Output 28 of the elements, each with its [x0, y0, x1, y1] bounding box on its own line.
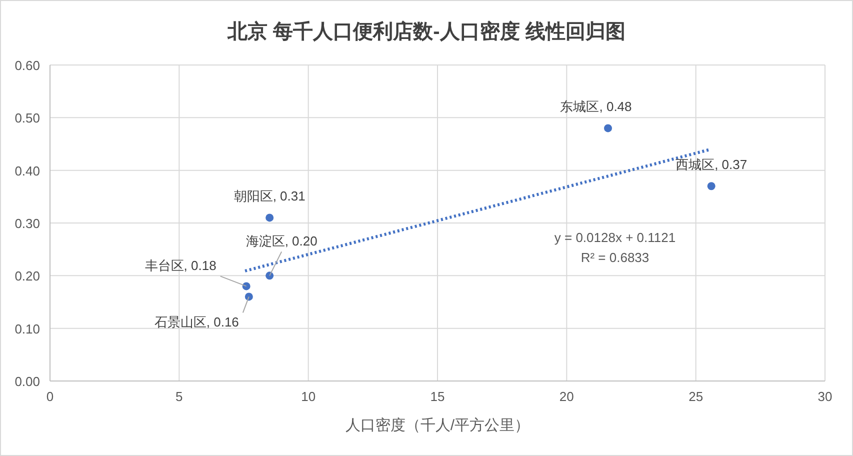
y-tick-label: 0.50: [14, 110, 40, 126]
annotation: 朝阳区, 0.31: [234, 188, 306, 204]
y-tick-label: 0.30: [14, 216, 40, 231]
annotation: 海淀区, 0.20: [246, 234, 318, 249]
annotation: R² = 0.6833: [580, 250, 650, 265]
x-tick-label: 20: [559, 389, 574, 404]
annotation: 石景山区, 0.16: [154, 314, 239, 330]
x-tick-label: 10: [301, 389, 316, 404]
chart-title: 北京 每千人口便利店数-人口密度 线性回归图: [226, 20, 626, 43]
x-tick-label: 5: [176, 389, 183, 404]
point: [707, 182, 716, 190]
annotation: 丰台区, 0.18: [144, 258, 216, 274]
x-tick-label: 0: [46, 389, 54, 404]
annotation: y = 0.0128x + 0.1121: [554, 230, 676, 245]
x-axis-title: 人口密度（千人/平方公里）: [345, 417, 530, 434]
point: [266, 272, 274, 280]
y-tick-label: 0.10: [14, 321, 40, 336]
y-tick-label: 0.40: [14, 163, 40, 178]
point: [604, 124, 612, 132]
x-tick-label: 30: [818, 389, 832, 404]
x-tick-label: 15: [430, 389, 445, 404]
point: [266, 214, 274, 222]
y-tick-label: 0.00: [14, 374, 40, 389]
annotation: 西城区, 0.37: [676, 157, 748, 172]
x-tick-label: 25: [688, 389, 704, 404]
y-tick-label: 0.60: [14, 58, 40, 73]
annotation: 东城区, 0.48: [560, 99, 632, 114]
y-tick-label: 0.20: [14, 268, 40, 284]
